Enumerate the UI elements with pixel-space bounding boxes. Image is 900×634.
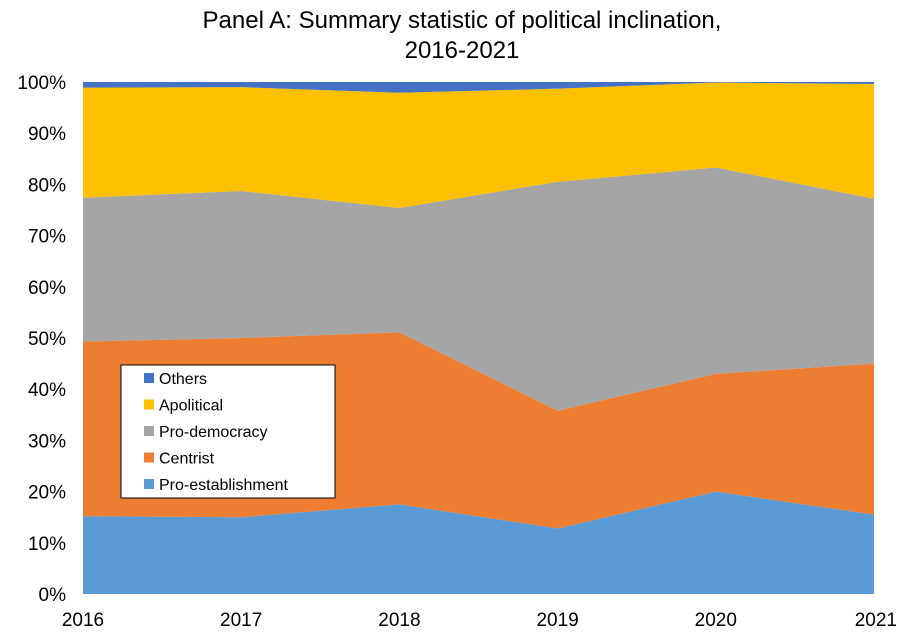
x-tick-label: 2016	[62, 610, 104, 631]
area-others	[83, 82, 874, 93]
legend-box	[120, 364, 336, 499]
x-tick-label: 2020	[695, 610, 737, 631]
x-tick-label: 2019	[536, 610, 578, 631]
y-tick-label: 40%	[28, 380, 66, 401]
y-tick-label: 10%	[28, 534, 66, 555]
x-tick-label: 2018	[378, 610, 420, 631]
area-apolitical	[83, 82, 874, 208]
y-tick-label: 100%	[17, 73, 66, 94]
x-tick-label: 2021	[855, 610, 897, 631]
y-tick-label: 60%	[28, 278, 66, 299]
y-axis-tick-labels: 0% 10% 20% 30% 40% 50% 60% 70% 80% 90% 100%	[17, 73, 66, 606]
legend-swatch-others	[144, 373, 154, 383]
legend-swatch-pro-establishment	[144, 479, 154, 489]
y-tick-label: 80%	[28, 175, 66, 196]
area-pro-democracy	[83, 167, 874, 411]
legend-label-pro-establishment: Pro-establishment	[159, 477, 289, 494]
legend-swatch-centrist	[144, 452, 154, 463]
area-pro-establishment	[83, 491, 874, 594]
legend-label-centrist: Centrist	[159, 451, 215, 468]
legend-swatch-pro-democracy	[144, 426, 154, 436]
y-tick-label: 20%	[28, 483, 66, 504]
legend-label-others: Others	[159, 371, 207, 388]
chart-title-line-2: 2016-2021	[405, 37, 520, 64]
y-tick-label: 50%	[28, 329, 66, 350]
y-tick-label: 90%	[28, 124, 66, 145]
chart-title: Panel A: Summary statistic of political …	[203, 7, 722, 64]
x-axis-tick-labels: 2016 2017 2018 2019 2020 2021	[62, 610, 897, 631]
legend: Others Apolitical Pro-democracy Centrist Pro…	[120, 364, 336, 499]
legend-swatch-apolitical	[144, 399, 154, 410]
y-tick-label: 0%	[39, 585, 67, 606]
area-layers	[83, 82, 874, 594]
y-tick-label: 70%	[28, 227, 66, 248]
x-tick-label: 2017	[220, 610, 262, 631]
legend-label-apolitical: Apolitical	[159, 398, 223, 415]
chart-title-line-1: Panel A: Summary statistic of political …	[203, 7, 722, 34]
y-tick-label: 30%	[28, 431, 66, 452]
legend-label-pro-democracy: Pro-democracy	[159, 424, 267, 441]
